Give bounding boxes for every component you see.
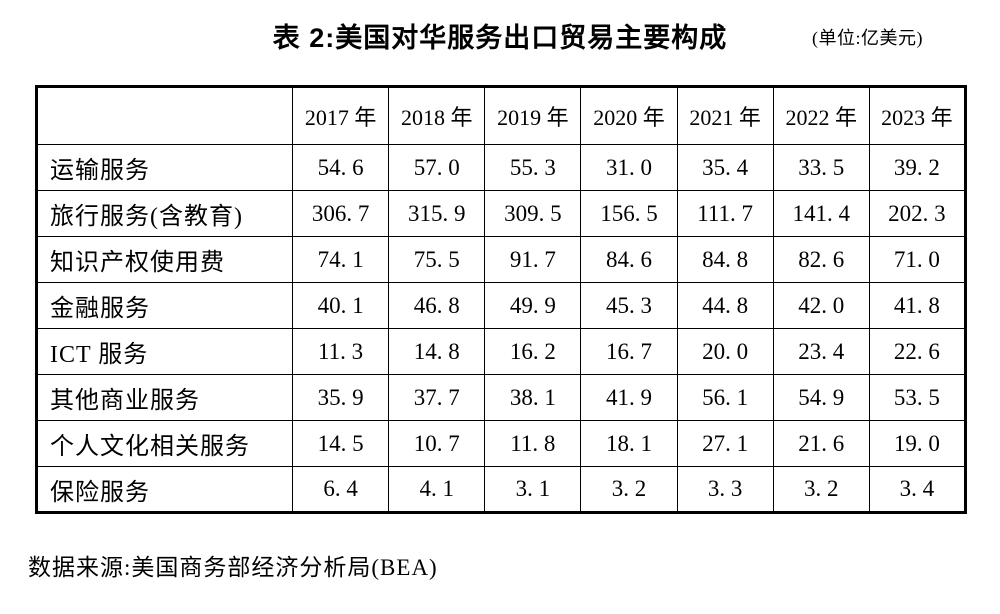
- table-row: ICT 服务 11. 3 14. 8 16. 2 16. 7 20. 0 23.…: [36, 328, 967, 375]
- column-header-2022: 2022 年: [772, 86, 870, 145]
- table-row: 旅行服务(含教育) 306. 7 315. 9 309. 5 156. 5 11…: [36, 190, 967, 237]
- table-cell: 46. 8: [388, 282, 486, 329]
- table-cell: 14. 8: [388, 328, 486, 375]
- table-cell: 315. 9: [388, 190, 486, 237]
- table-cell: 82. 6: [772, 236, 870, 283]
- table-cell: 156. 5: [580, 190, 678, 237]
- table-cell: 56. 1: [676, 374, 774, 421]
- table-cell: 19. 0: [868, 420, 967, 467]
- table-cell: 3. 2: [772, 466, 870, 513]
- column-header-2021: 2021 年: [676, 86, 774, 145]
- table-cell: 54. 6: [291, 144, 390, 191]
- page-title: 表 2:美国对华服务出口贸易主要构成: [272, 23, 728, 53]
- table-cell: 202. 3: [868, 190, 967, 237]
- table-row: 知识产权使用费 74. 1 75. 5 91. 7 84. 6 84. 8 82…: [36, 236, 967, 283]
- table-cell: 41. 8: [868, 282, 967, 329]
- table-cell: 91. 7: [484, 236, 582, 283]
- table-row: 金融服务 40. 1 46. 8 49. 9 45. 3 44. 8 42. 0…: [36, 282, 967, 329]
- table-cell: 49. 9: [484, 282, 582, 329]
- table-cell: 111. 7: [676, 190, 774, 237]
- services-export-table: 2017 年 2018 年 2019 年 2020 年 2021 年 2022 …: [35, 85, 967, 514]
- table-row: 运输服务 54. 6 57. 0 55. 3 31. 0 35. 4 33. 5…: [36, 144, 967, 191]
- table-cell: 40. 1: [291, 282, 390, 329]
- corner-cell: [36, 86, 293, 145]
- table-cell: 23. 4: [772, 328, 870, 375]
- table-cell: 84. 8: [676, 236, 774, 283]
- table-cell: 16. 7: [580, 328, 678, 375]
- table-cell: 306. 7: [291, 190, 390, 237]
- table-cell: 6. 4: [291, 466, 390, 513]
- table-cell: 22. 6: [868, 328, 967, 375]
- table-row: 其他商业服务 35. 9 37. 7 38. 1 41. 9 56. 1 54.…: [36, 374, 967, 421]
- unit-note: (单位:亿美元): [806, 26, 923, 50]
- table-cell: 33. 5: [772, 144, 870, 191]
- row-label: 运输服务: [36, 144, 293, 191]
- table-cell: 44. 8: [676, 282, 774, 329]
- table-cell: 11. 8: [484, 420, 582, 467]
- table-cell: 38. 1: [484, 374, 582, 421]
- table-cell: 71. 0: [868, 236, 967, 283]
- data-source-note: 数据来源:美国商务部经济分析局(BEA): [28, 555, 438, 580]
- table-cell: 74. 1: [291, 236, 390, 283]
- column-header-2020: 2020 年: [580, 86, 678, 145]
- table-row: 个人文化相关服务 14. 5 10. 7 11. 8 18. 1 27. 1 2…: [36, 420, 967, 467]
- row-label: 旅行服务(含教育): [36, 190, 293, 237]
- column-header-2023: 2023 年: [868, 86, 967, 145]
- table-cell: 45. 3: [580, 282, 678, 329]
- table-cell: 11. 3: [291, 328, 390, 375]
- table-cell: 3. 4: [868, 466, 967, 513]
- table-cell: 39. 2: [868, 144, 967, 191]
- column-header-2018: 2018 年: [388, 86, 486, 145]
- table-cell: 21. 6: [772, 420, 870, 467]
- row-label: 金融服务: [36, 282, 293, 329]
- table-cell: 3. 2: [580, 466, 678, 513]
- table-cell: 37. 7: [388, 374, 486, 421]
- table-cell: 309. 5: [484, 190, 582, 237]
- table-cell: 27. 1: [676, 420, 774, 467]
- table-cell: 4. 1: [388, 466, 486, 513]
- table-title-row: 表 2:美国对华服务出口贸易主要构成 (单位:亿美元): [0, 18, 1000, 58]
- table-cell: 3. 3: [676, 466, 774, 513]
- table-cell: 55. 3: [484, 144, 582, 191]
- table-cell: 14. 5: [291, 420, 390, 467]
- table-cell: 18. 1: [580, 420, 678, 467]
- table-cell: 10. 7: [388, 420, 486, 467]
- table-cell: 31. 0: [580, 144, 678, 191]
- row-label: 其他商业服务: [36, 374, 293, 421]
- column-header-2017: 2017 年: [291, 86, 390, 145]
- table-cell: 16. 2: [484, 328, 582, 375]
- row-label: ICT 服务: [36, 328, 293, 375]
- row-label: 知识产权使用费: [36, 236, 293, 283]
- table-row: 保险服务 6. 4 4. 1 3. 1 3. 2 3. 3 3. 2 3. 4: [36, 466, 967, 513]
- table-cell: 41. 9: [580, 374, 678, 421]
- row-label: 保险服务: [36, 466, 293, 513]
- table-cell: 3. 1: [484, 466, 582, 513]
- table-cell: 42. 0: [772, 282, 870, 329]
- table-cell: 75. 5: [388, 236, 486, 283]
- table-cell: 35. 9: [291, 374, 390, 421]
- table-header-row: 2017 年 2018 年 2019 年 2020 年 2021 年 2022 …: [36, 86, 967, 145]
- table-cell: 141. 4: [772, 190, 870, 237]
- table-cell: 35. 4: [676, 144, 774, 191]
- table-cell: 20. 0: [676, 328, 774, 375]
- column-header-2019: 2019 年: [484, 86, 582, 145]
- table-cell: 54. 9: [772, 374, 870, 421]
- table-cell: 57. 0: [388, 144, 486, 191]
- table-cell: 84. 6: [580, 236, 678, 283]
- row-label: 个人文化相关服务: [36, 420, 293, 467]
- table-cell: 53. 5: [868, 374, 967, 421]
